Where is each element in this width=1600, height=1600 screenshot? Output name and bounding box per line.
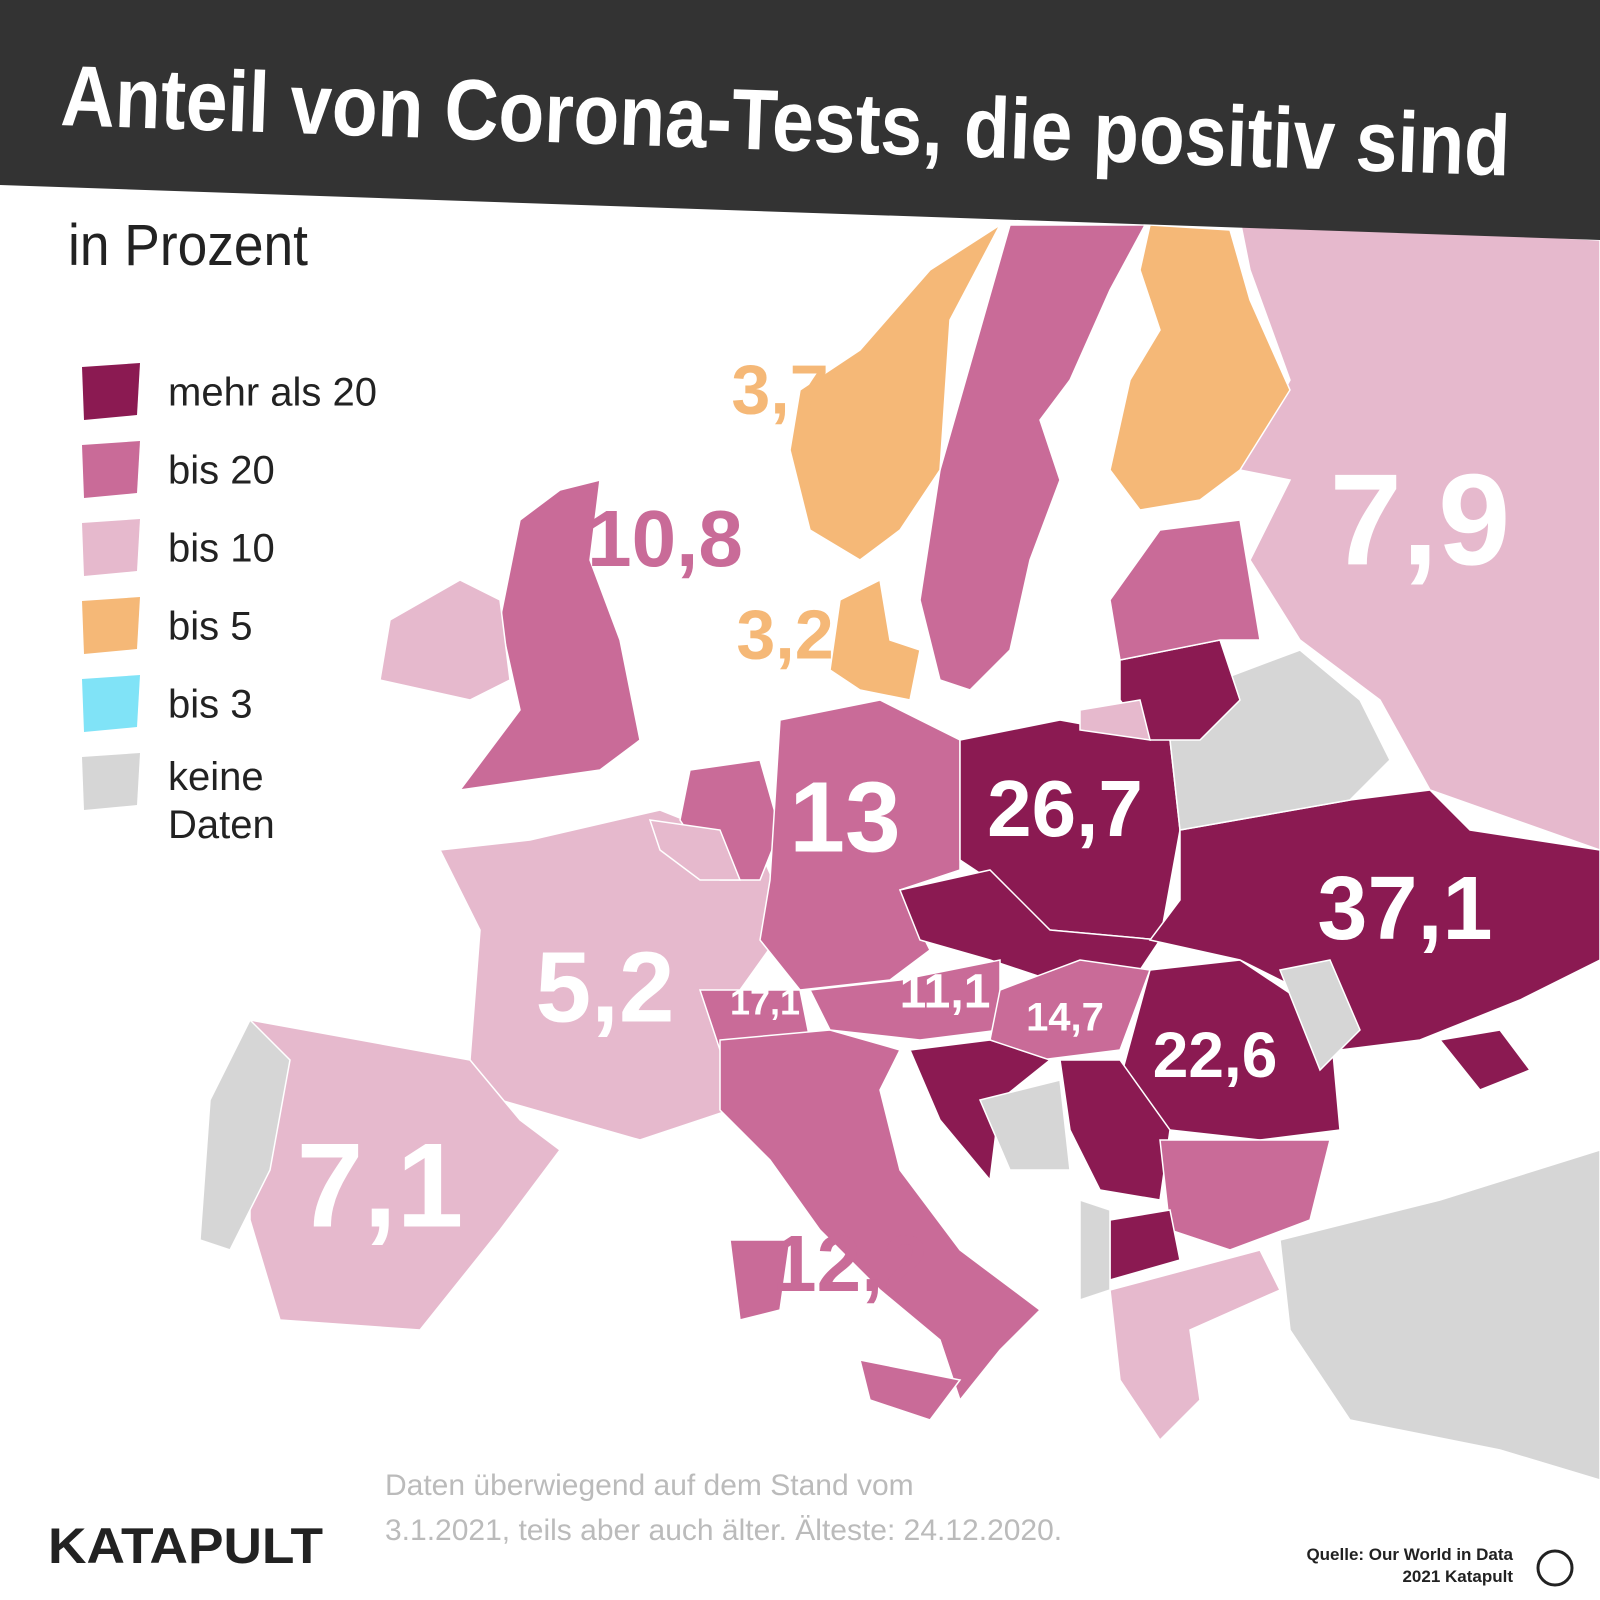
region [919,224,1147,691]
legend-swatch [82,519,140,576]
region [829,578,921,701]
map [199,219,1600,1481]
region [458,479,641,791]
legend-label: bis 3 [168,683,253,727]
region [1438,1029,1532,1091]
footnote: 3.1.2021, teils aber auch älter. Älteste… [385,1514,1062,1547]
subtitle: in Prozent [68,213,308,278]
map-labels: 3,7 10,8 3,2 7,9 13 26,7 37,1 5,2 17,1 1… [297,350,1511,1308]
region [1109,519,1261,661]
region [719,1029,1042,1402]
legend-label: bis 10 [168,527,275,571]
map-label: 22,6 [1153,1019,1278,1091]
source: 2021 Katapult [1402,1567,1513,1586]
legend-label: bis 20 [168,449,275,493]
map-label: 17,1 [730,982,800,1023]
region [1109,1249,1282,1442]
region [759,699,961,991]
region [1079,699,1151,741]
legend-swatch [82,753,140,810]
region [1109,224,1291,511]
legend-label: keine Daten [168,755,275,847]
map-label: 11,1 [900,966,991,1019]
map-label: 37,1 [1317,859,1492,959]
region [1109,1209,1181,1281]
map-label: 3,2 [736,595,833,673]
region [789,222,1002,561]
region [379,579,511,701]
region [1079,1198,1111,1302]
map-label: 3,7 [731,350,828,428]
region [1279,1149,1600,1481]
region [199,1018,291,1251]
map-label: 10,8 [587,494,743,583]
legend: mehr als 20 bis 20 bis 10 bis 5 bis 3 keine Da… [82,363,377,847]
region [858,1359,962,1421]
legend-swatch [82,597,140,654]
region [729,1239,791,1321]
map-label: 26,7 [987,764,1143,853]
legend-label: mehr als 20 [168,371,377,415]
legend-swatch [82,675,140,732]
legend-swatch [82,441,140,498]
header-band [0,0,1600,240]
region [249,1019,562,1331]
map-label: 7,1 [297,1119,464,1253]
map-label: 14,7 [1026,996,1104,1040]
map-label: 7,9 [1330,446,1511,592]
region [978,1079,1071,1171]
region [1059,1059,1171,1201]
region [648,819,742,881]
map-label: 5,2 [535,931,674,1043]
source: Quelle: Our World in Data [1306,1545,1513,1564]
region [1148,789,1600,1051]
map-label: 13 [789,761,900,873]
map-label: 12,2 [772,1219,928,1308]
legend-swatch [82,363,140,420]
license-icon [1536,1549,1574,1587]
region [1278,959,1361,1072]
region [1238,219,1600,851]
legend-label: bis 5 [168,605,253,649]
footnote: Daten überwiegend auf dem Stand vom [385,1469,914,1502]
logo: KATAPULT [48,1518,323,1574]
